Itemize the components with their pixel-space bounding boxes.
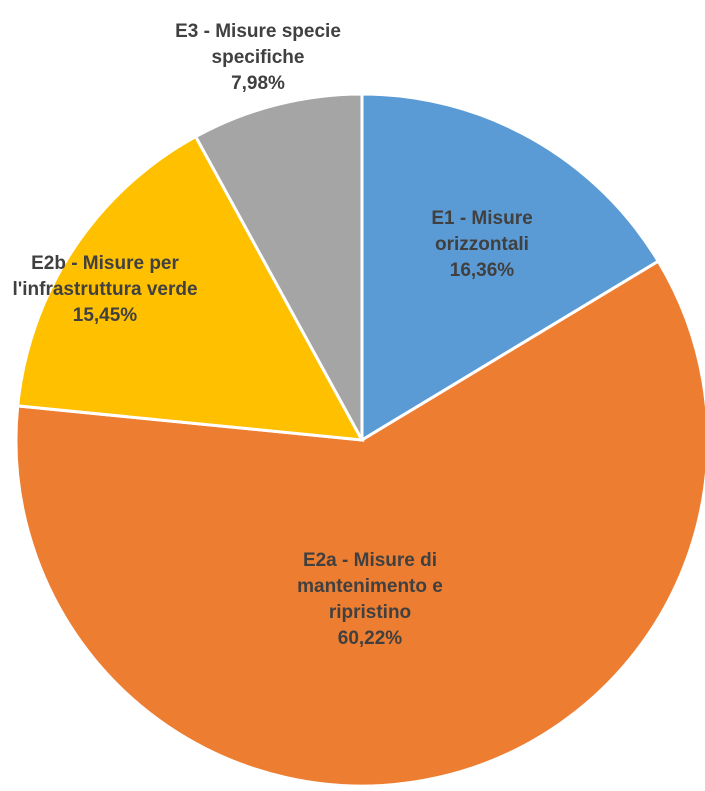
slice-label: E1 - Misure orizzontali 16,36% <box>402 206 562 284</box>
pie-slice <box>14 259 705 788</box>
slice-name: E3 - Misure specie specifiche <box>175 21 341 68</box>
slice-label: E2b - Misure per l'infrastruttura verde 1… <box>5 251 205 329</box>
slice-value: 7,98% <box>231 73 285 94</box>
slice-name: E1 - Misure orizzontali <box>431 208 533 255</box>
slice-name: E2b - Misure per l'infrastruttura verde <box>12 253 198 300</box>
slice-value: 15,45% <box>72 305 138 326</box>
slice-value: 16,36% <box>449 260 515 281</box>
pie-slice <box>360 92 661 443</box>
pie-slice <box>16 134 365 442</box>
slice-value: 60,22% <box>337 628 403 649</box>
slice-name: E2a - Misure di mantenimento e ripristin… <box>297 550 443 623</box>
pie-slice <box>193 92 364 441</box>
slice-label: E3 - Misure specie specifiche 7,98% <box>143 19 373 97</box>
slice-label: E2a - Misure di mantenimento e ripristin… <box>265 548 475 652</box>
